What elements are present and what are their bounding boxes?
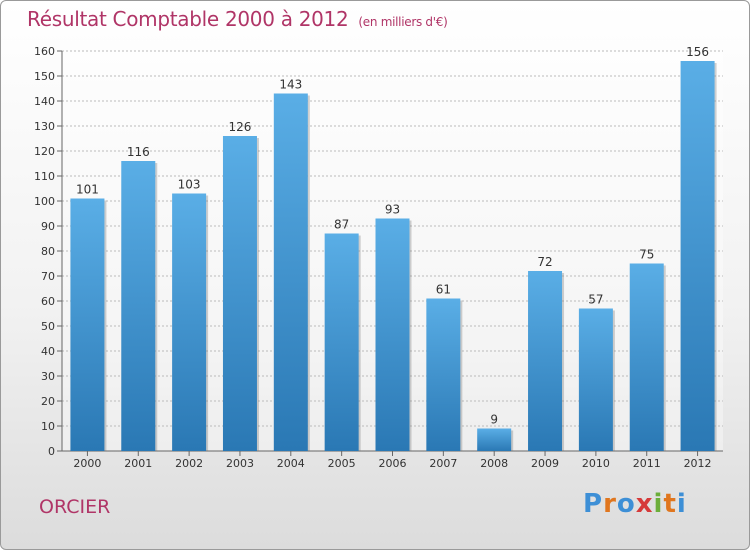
bar	[578, 308, 613, 451]
proxiti-logo: Proxiti	[583, 489, 687, 519]
chart-title-block: Résultat Comptable 2000 à 2012 (en millie…	[27, 7, 448, 31]
y-tick-label: 10	[41, 420, 55, 433]
bar	[273, 93, 308, 451]
data-label: 93	[385, 203, 400, 217]
bar	[426, 298, 461, 451]
logo-letter: o	[616, 489, 636, 519]
data-label: 57	[588, 293, 603, 307]
x-tick-label: 2010	[582, 457, 610, 470]
x-tick-label: 2011	[633, 457, 661, 470]
y-tick-label: 160	[34, 45, 55, 58]
y-tick-label: 80	[41, 245, 55, 258]
y-tick-label: 70	[41, 270, 55, 283]
x-tick-label: 2012	[684, 457, 712, 470]
x-tick-label: 2008	[480, 457, 508, 470]
commune-name: ORCIER	[39, 496, 111, 518]
logo-letter: r	[603, 489, 617, 519]
y-tick-label: 120	[34, 145, 55, 158]
data-label: 143	[279, 78, 302, 92]
data-label: 72	[537, 255, 552, 269]
logo-letter: x	[635, 489, 654, 519]
data-label: 75	[639, 248, 654, 262]
x-tick-label: 2006	[379, 457, 407, 470]
bar	[324, 233, 359, 451]
y-tick-label: 130	[34, 120, 55, 133]
logo-letter: P	[583, 489, 604, 519]
bar	[121, 161, 156, 451]
bar	[172, 193, 207, 451]
y-tick-label: 50	[41, 320, 55, 333]
bar	[375, 218, 410, 451]
y-tick-label: 30	[41, 370, 55, 383]
logo-letter: t	[663, 489, 677, 519]
chart-title: Résultat Comptable 2000 à 2012	[27, 7, 349, 31]
x-tick-label: 2000	[73, 457, 101, 470]
data-label: 9	[490, 413, 498, 427]
x-tick-label: 2001	[124, 457, 152, 470]
data-label: 116	[127, 145, 150, 159]
bar	[629, 263, 664, 451]
bar	[70, 198, 105, 451]
logo-letter: i	[676, 489, 687, 519]
y-tick-label: 90	[41, 220, 55, 233]
y-tick-label: 60	[41, 295, 55, 308]
bar	[528, 271, 563, 451]
y-tick-label: 40	[41, 345, 55, 358]
bar	[680, 61, 715, 451]
bar	[222, 136, 257, 451]
y-tick-label: 110	[34, 170, 55, 183]
x-tick-label: 2002	[175, 457, 203, 470]
x-tick-label: 2005	[328, 457, 356, 470]
data-label: 103	[178, 178, 201, 192]
chart-subtitle: (en milliers d'€)	[358, 15, 448, 29]
y-tick-label: 20	[41, 395, 55, 408]
data-label: 87	[334, 218, 349, 232]
data-label: 61	[436, 283, 451, 297]
bar	[477, 428, 512, 451]
y-tick-label: 140	[34, 95, 55, 108]
data-label: 126	[229, 120, 252, 134]
x-tick-label: 2007	[429, 457, 457, 470]
x-tick-label: 2004	[277, 457, 305, 470]
x-tick-label: 2009	[531, 457, 559, 470]
logo-letter: i	[653, 489, 664, 519]
x-tick-label: 2003	[226, 457, 254, 470]
y-tick-label: 150	[34, 70, 55, 83]
data-label: 101	[76, 183, 99, 197]
y-tick-label: 0	[48, 445, 55, 458]
data-label: 156	[686, 45, 709, 59]
y-tick-label: 100	[34, 195, 55, 208]
